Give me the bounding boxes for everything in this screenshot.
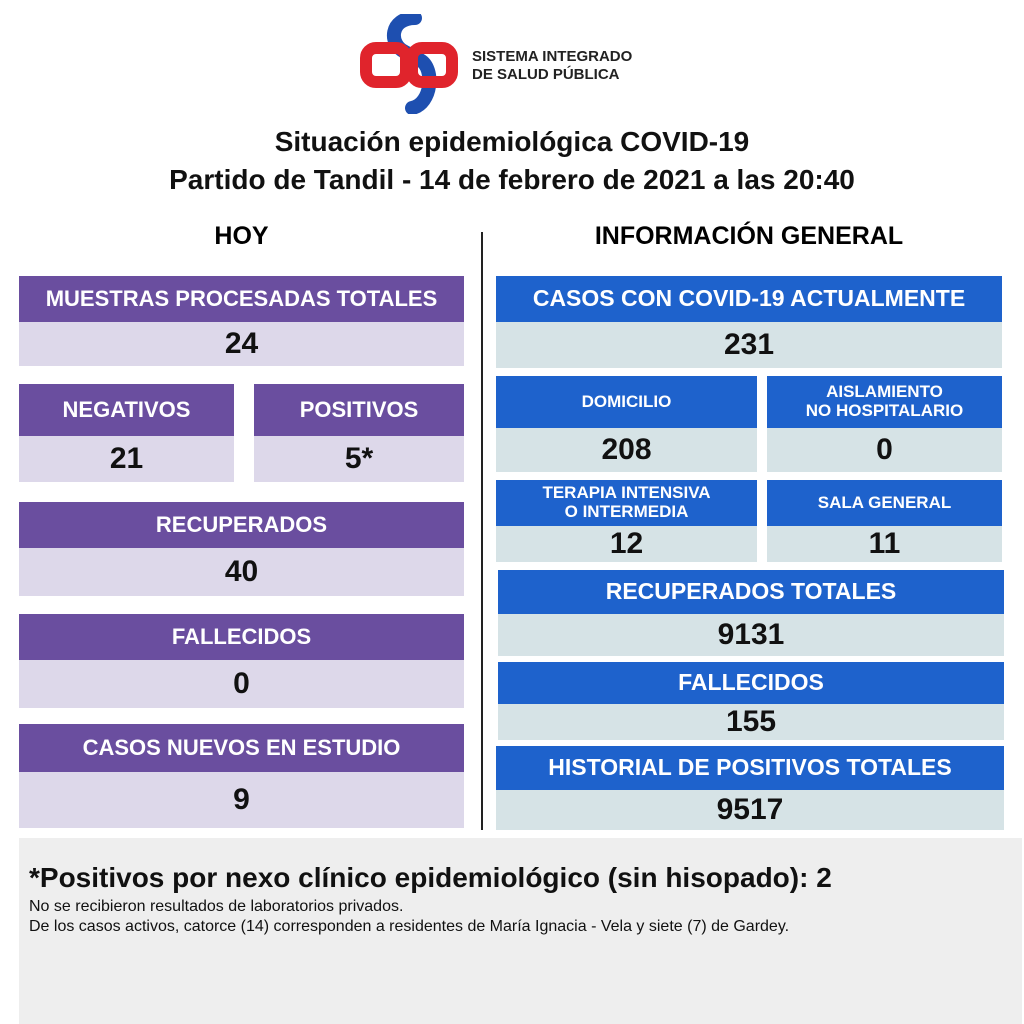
stat-label: POSITIVOS bbox=[254, 384, 464, 436]
stat-box: NEGATIVOS 21 bbox=[19, 384, 234, 482]
stat-box: DOMICILIO 208 bbox=[496, 376, 757, 472]
stat-value: 21 bbox=[19, 436, 234, 482]
stat-box: AISLAMIENTO NO HOSPITALARIO 0 bbox=[767, 376, 1002, 472]
footer-note: *Positivos por nexo clínico epidemiológi… bbox=[29, 862, 832, 893]
stat-value: 5* bbox=[254, 436, 464, 482]
stat-label: TERAPIA INTENSIVA O INTERMEDIA bbox=[496, 480, 757, 526]
stat-box: MUESTRAS PROCESADAS TOTALES 24 bbox=[19, 276, 464, 366]
stat-value: 0 bbox=[19, 660, 464, 708]
stat-label: SALA GENERAL bbox=[767, 480, 1002, 526]
stat-box: FALLECIDOS 0 bbox=[19, 614, 464, 708]
logo bbox=[360, 14, 458, 114]
stat-value: 9 bbox=[19, 772, 464, 828]
stat-label: AISLAMIENTO NO HOSPITALARIO bbox=[767, 376, 1002, 428]
stat-label: FALLECIDOS bbox=[498, 662, 1004, 704]
footer: *Positivos por nexo clínico epidemiológi… bbox=[19, 838, 1022, 1024]
title: Situación epidemiológica COVID-19 bbox=[274, 126, 750, 157]
stat-box: CASOS CON COVID-19 ACTUALMENTE 231 bbox=[496, 276, 1002, 368]
stat-box: SALA GENERAL 11 bbox=[767, 480, 1002, 562]
footer-line: No se recibieron resultados de laborator… bbox=[29, 898, 404, 915]
stat-value: 155 bbox=[498, 704, 1004, 740]
stat-value: 24 bbox=[19, 322, 464, 366]
stat-label: HISTORIAL DE POSITIVOS TOTALES bbox=[496, 746, 1004, 790]
stat-label: MUESTRAS PROCESADAS TOTALES bbox=[19, 276, 464, 322]
stat-label: CASOS CON COVID-19 ACTUALMENTE bbox=[496, 276, 1002, 322]
stat-box: HISTORIAL DE POSITIVOS TOTALES 9517 bbox=[496, 746, 1004, 830]
org-line: SISTEMA INTEGRADO bbox=[472, 48, 633, 65]
stat-label: FALLECIDOS bbox=[19, 614, 464, 660]
stat-box: RECUPERADOS 40 bbox=[19, 502, 464, 596]
divider bbox=[481, 232, 483, 830]
stat-value: 9131 bbox=[498, 614, 1004, 656]
stat-label: RECUPERADOS TOTALES bbox=[498, 570, 1004, 614]
subtitle: Partido de Tandil - 14 de febrero de 202… bbox=[169, 164, 855, 195]
stat-label: RECUPERADOS bbox=[19, 502, 464, 548]
stat-label: DOMICILIO bbox=[496, 376, 757, 428]
stat-box: POSITIVOS 5* bbox=[254, 384, 464, 482]
stat-value: 208 bbox=[496, 428, 757, 472]
org-line: DE SALUD PÚBLICA bbox=[472, 66, 620, 83]
stat-value: 12 bbox=[496, 526, 757, 562]
section-heading: INFORMACIÓN GENERAL bbox=[594, 222, 904, 250]
stat-label: CASOS NUEVOS EN ESTUDIO bbox=[19, 724, 464, 772]
stat-box: FALLECIDOS 155 bbox=[498, 662, 1004, 740]
stat-value: 0 bbox=[767, 428, 1002, 472]
stat-value: 9517 bbox=[496, 790, 1004, 830]
stat-label: NEGATIVOS bbox=[19, 384, 234, 436]
footer-line: De los casos activos, catorce (14) corre… bbox=[29, 918, 790, 935]
stat-value: 40 bbox=[19, 548, 464, 596]
section-heading: HOY bbox=[214, 222, 269, 250]
stat-value: 231 bbox=[496, 322, 1002, 368]
stat-box: RECUPERADOS TOTALES 9131 bbox=[498, 570, 1004, 656]
stat-box: CASOS NUEVOS EN ESTUDIO 9 bbox=[19, 724, 464, 828]
stat-value: 11 bbox=[767, 526, 1002, 562]
stat-box: TERAPIA INTENSIVA O INTERMEDIA 12 bbox=[496, 480, 757, 562]
org-name: SISTEMA INTEGRADO DE SALUD PÚBLICA bbox=[472, 48, 632, 84]
